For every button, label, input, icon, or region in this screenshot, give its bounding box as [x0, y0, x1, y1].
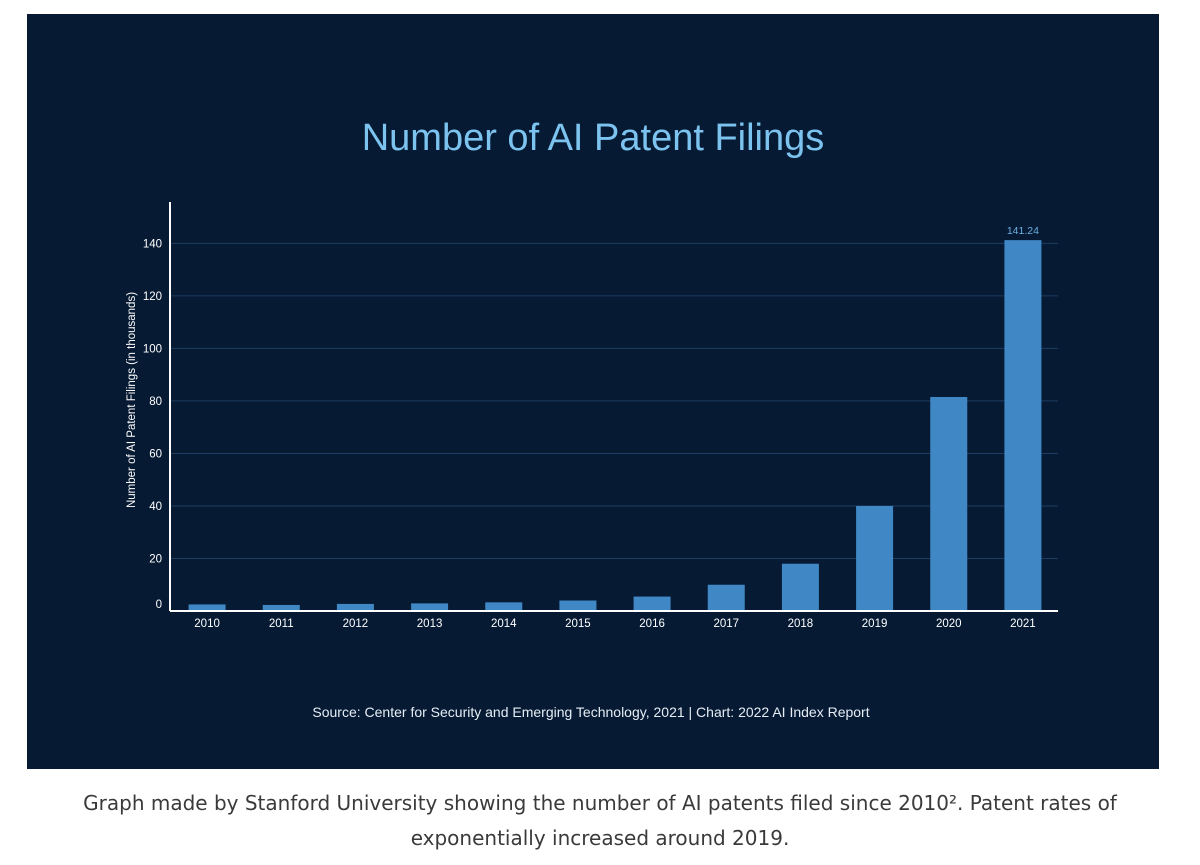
bar-chart: Number of AI Patent Filings 0 20 40 60 80 100… [126, 117, 1058, 720]
x-tick-label: 2017 [713, 618, 739, 630]
bar-2014 [485, 602, 523, 611]
gridlines [170, 242, 1058, 559]
x-tick-label: 2014 [491, 618, 517, 630]
x-tick-label: 2016 [639, 618, 665, 630]
caption-line-2: exponentially increased around 2019. [410, 826, 790, 850]
x-tick-label: 2010 [194, 618, 220, 630]
bar-2012 [336, 603, 374, 611]
bar-2011 [262, 604, 300, 611]
bars [188, 240, 1042, 611]
tick-labels: 0 20 40 60 80 100 120 140 2010 2011 2012 2013 2014 20… [143, 225, 1039, 630]
y-tick-label: 140 [143, 238, 162, 250]
bar-2017 [707, 584, 745, 611]
bar-2010 [188, 604, 226, 611]
bar-2013 [411, 603, 449, 611]
x-tick-label: 2018 [788, 618, 814, 630]
y-tick-label: 120 [143, 291, 162, 303]
y-tick-label: 80 [149, 396, 162, 408]
bar-2016 [633, 596, 671, 611]
caption-line-1: Graph made by Stanford University showin… [83, 791, 1117, 815]
bar-2020 [930, 396, 968, 611]
chart-source: Source: Center for Security and Emerging… [312, 704, 869, 720]
x-tick-label: 2011 [269, 618, 294, 630]
x-tick-label: 2012 [343, 618, 369, 630]
x-tick-label: 2013 [417, 618, 443, 630]
x-tick-label: 2019 [862, 618, 888, 630]
bar-2019 [856, 505, 894, 611]
y-tick-label: 20 [149, 553, 162, 565]
y-axis-label: Number of AI Patent Filings (in thousand… [126, 292, 138, 508]
y-tick-label: 40 [149, 501, 162, 513]
x-tick-label: 2015 [565, 618, 591, 630]
bar-value-label: 141.24 [1007, 225, 1039, 237]
y-tick-label: 60 [149, 448, 162, 460]
chart-title: Number of AI Patent Filings [362, 117, 825, 159]
x-tick-label: 2020 [936, 618, 962, 630]
x-tick-label: 2021 [1010, 618, 1036, 630]
axes [169, 202, 1058, 612]
bar-2021 [1004, 240, 1042, 611]
y-tick-label: 100 [143, 343, 162, 355]
chart-panel: Number of AI Patent Filings 0 20 40 60 80 100… [27, 14, 1159, 769]
bar-2018 [781, 563, 819, 611]
bar-2015 [559, 600, 597, 611]
y-tick-label: 0 [156, 599, 162, 611]
figure-caption: Graph made by Stanford University showin… [40, 786, 1160, 856]
